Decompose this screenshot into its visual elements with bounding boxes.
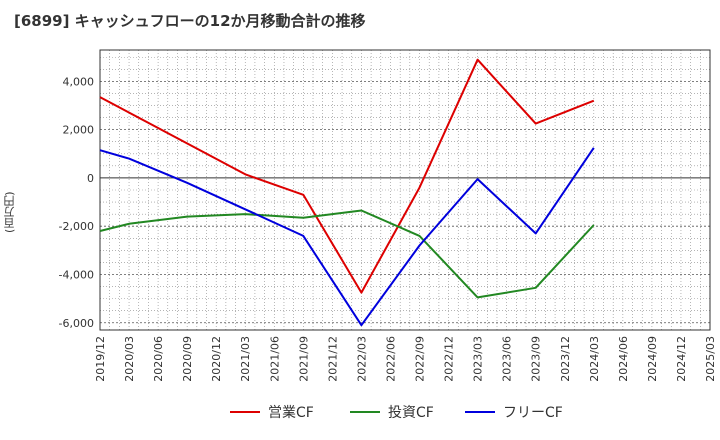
x-tick-label: 2022/09 — [414, 336, 427, 382]
x-tick-label: 2023/12 — [559, 336, 572, 382]
x-tick-label: 2023/03 — [472, 336, 485, 382]
x-tick-label: 2021/03 — [239, 336, 252, 382]
x-tick-label: 2024/09 — [646, 336, 659, 382]
x-tick-label: 2019/12 — [94, 336, 107, 382]
x-tick-label: 2024/06 — [617, 336, 630, 382]
x-tick-label: 2020/06 — [152, 336, 165, 382]
legend-label-investing-cf: 投資CF — [388, 405, 434, 421]
y-tick-label: 2,000 — [63, 124, 95, 137]
x-tick-label: 2020/12 — [210, 336, 223, 382]
y-tick-label: 4,000 — [63, 75, 95, 88]
legend: 営業CF 投資CF フリーCF — [0, 402, 720, 428]
legend-swatch-operating-cf — [230, 411, 260, 413]
x-tick-label: 2021/12 — [326, 336, 339, 382]
y-tick-label: -4,000 — [59, 268, 94, 281]
x-tick-label: 2021/09 — [297, 336, 310, 382]
legend-item-operating-cf: 営業CF — [230, 402, 314, 422]
x-tick-label: 2024/03 — [588, 336, 601, 382]
legend-label-free-cf: フリーCF — [503, 405, 563, 421]
plot-area — [100, 50, 710, 330]
chart-title: [6899] キャッシュフローの12か月移動合計の推移 — [14, 12, 366, 30]
x-tick-label: 2023/06 — [501, 336, 514, 382]
x-tick-label: 2025/03 — [704, 336, 717, 382]
x-tick-label: 2020/03 — [123, 336, 136, 382]
series-line-1 — [99, 209, 595, 299]
plot-frame — [99, 49, 711, 331]
x-tick-label: 2022/03 — [355, 336, 368, 382]
x-tick-label: 2023/09 — [530, 336, 543, 382]
x-tick-label: 2024/12 — [675, 336, 688, 382]
series-line-2 — [99, 147, 595, 327]
legend-item-free-cf: フリーCF — [465, 402, 563, 422]
legend-label-operating-cf: 営業CF — [268, 405, 314, 421]
x-tick-label: 2022/06 — [384, 336, 397, 382]
x-tick-label: 2021/06 — [268, 336, 281, 382]
x-tick-label: 2020/09 — [181, 336, 194, 382]
x-tick-label: 2022/12 — [443, 336, 456, 382]
legend-item-investing-cf: 投資CF — [350, 402, 434, 422]
y-tick-label: -6,000 — [59, 317, 94, 330]
y-tick-label: -2,000 — [59, 220, 94, 233]
y-tick-label: 0 — [87, 172, 94, 185]
series-line-0 — [99, 58, 595, 294]
legend-swatch-free-cf — [465, 411, 495, 413]
legend-swatch-investing-cf — [350, 411, 380, 413]
